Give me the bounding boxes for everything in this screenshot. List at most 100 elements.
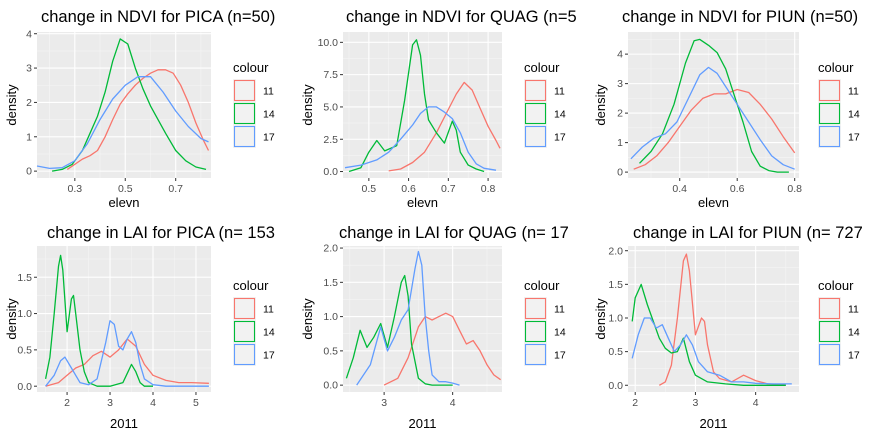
legend-label: 14 — [848, 327, 860, 339]
y-tick-label: 4 — [617, 49, 623, 61]
legend-label: 11 — [848, 304, 859, 316]
legend: colour 11 14 17 — [524, 278, 566, 366]
x-tick-label: 3 — [693, 397, 699, 409]
x-tick-label: 4 — [450, 397, 456, 409]
legend-key-background — [818, 320, 841, 343]
y-tick-label: 0.5 — [608, 346, 623, 358]
y-tick-label: 10.0 — [318, 37, 339, 49]
x-tick-label: 0.6 — [730, 183, 745, 195]
x-tick-label: 0.4 — [672, 183, 687, 195]
chart-title: change in NDVI for QUAG (n=5 — [346, 8, 577, 26]
density-line-17 — [45, 320, 209, 387]
chart-panel-3: 0.4 0.6 0.8 0 1 2 3 4 change in NDVI for PIUN (n… — [593, 8, 860, 210]
density-line-17 — [356, 250, 460, 386]
chart-panel-6: 2 3 4 0.0 0.5 1.0 1.5 2.0 change in LAI for PIUN… — [593, 224, 863, 431]
legend-key-11 — [818, 297, 841, 320]
y-tick-label: 2.5 — [323, 134, 338, 146]
y-tick-label: 2.0 — [323, 243, 338, 255]
legend-title: colour — [818, 278, 854, 293]
legend-label: 14 — [554, 109, 566, 121]
y-axis-label: density — [300, 298, 315, 340]
legend-label: 11 — [554, 86, 565, 98]
legend-key-background — [818, 343, 841, 366]
x-tick-label: 3 — [381, 397, 387, 409]
y-tick-label: 1.0 — [17, 308, 32, 320]
x-tick-label: 0.7 — [168, 183, 183, 195]
x-axis-label: elevn — [108, 195, 139, 210]
y-tick-label: 3 — [617, 78, 623, 90]
density-line-17 — [631, 317, 792, 385]
legend-key-background — [233, 125, 256, 148]
legend-label: 17 — [554, 350, 566, 362]
chart-panel-4: 2 3 4 5 0.0 0.5 1.0 1.5 change in LAI for PICA (… — [4, 224, 275, 431]
legend-label: 11 — [263, 86, 274, 98]
x-tick-label: 0.3 — [68, 183, 83, 195]
legend-key-11 — [524, 297, 547, 320]
legend-key-11 — [524, 79, 547, 102]
legend-key-14 — [524, 102, 547, 125]
legend: colour 11 14 17 — [818, 60, 860, 148]
legend-label: 17 — [848, 350, 860, 362]
y-axis-label: density — [593, 298, 608, 340]
y-tick-label: 2.0 — [608, 245, 623, 257]
y-axis-label: density — [593, 84, 608, 126]
panel-background — [37, 32, 211, 178]
legend-title: colour — [233, 278, 269, 293]
legend-key-11 — [233, 297, 256, 320]
legend: colour 11 14 17 — [233, 60, 275, 148]
x-tick-label: 0.8 — [787, 183, 802, 195]
density-line-11 — [633, 88, 796, 170]
y-tick-label: 0.0 — [17, 381, 32, 393]
chart-title: change in LAI for PIUN (n= 727 — [633, 224, 863, 242]
legend-label: 11 — [554, 304, 565, 316]
density-line-14 — [44, 254, 153, 387]
legend-label: 17 — [848, 132, 860, 144]
x-tick-label: 0.5 — [362, 183, 377, 195]
chart-panel-2: 0.5 0.6 0.7 0.8 0.0 2.5 5.0 7.5 10.0 change in ND… — [300, 8, 577, 210]
y-tick-label: 0 — [617, 167, 623, 179]
x-tick-label: 4 — [753, 397, 759, 409]
x-tick-label: 4 — [150, 397, 156, 409]
x-tick-label: 2 — [632, 397, 638, 409]
chart-title: change in LAI for QUAG (n= 17 — [339, 224, 569, 242]
legend-title: colour — [524, 278, 560, 293]
density-line-14 — [345, 274, 453, 386]
y-axis-label: density — [4, 298, 19, 340]
legend-key-17 — [818, 343, 841, 366]
density-line-11 — [658, 253, 786, 386]
y-tick-label: 1.5 — [17, 272, 32, 284]
y-tick-label: 1 — [26, 131, 32, 143]
legend-key-background — [233, 297, 256, 320]
x-tick-label: 5 — [193, 397, 199, 409]
density-line-11 — [66, 69, 210, 170]
legend-title: colour — [233, 60, 269, 75]
legend-label: 11 — [848, 86, 859, 98]
legend-title: colour — [524, 60, 560, 75]
chart-title: change in NDVI for PIUN (n=50) — [622, 8, 858, 26]
legend-key-14 — [233, 102, 256, 125]
legend-label: 14 — [848, 109, 860, 121]
legend-key-14 — [818, 102, 841, 125]
legend: colour 11 14 17 — [524, 60, 566, 148]
legend: colour 11 14 17 — [818, 278, 860, 366]
x-tick-label: 0.7 — [441, 183, 456, 195]
y-tick-label: 1.5 — [608, 279, 623, 291]
x-tick-label: 3 — [107, 397, 113, 409]
x-axis-label: 2011 — [110, 416, 138, 431]
legend-key-background — [524, 102, 547, 125]
y-tick-label: 0.0 — [323, 380, 338, 392]
legend-key-background — [233, 320, 256, 343]
density-line-17 — [630, 66, 795, 170]
y-axis-label: density — [300, 84, 315, 126]
chart-title: change in LAI for PICA (n= 153 — [47, 224, 275, 242]
y-tick-label: 0.0 — [608, 380, 623, 392]
legend-key-background — [524, 343, 547, 366]
legend-label: 14 — [554, 327, 566, 339]
legend-label: 17 — [263, 132, 275, 144]
y-tick-label: 0.5 — [17, 344, 32, 356]
legend-key-background — [233, 343, 256, 366]
legend-key-background — [233, 102, 256, 125]
legend-key-11 — [818, 79, 841, 102]
legend-key-background — [524, 125, 547, 148]
